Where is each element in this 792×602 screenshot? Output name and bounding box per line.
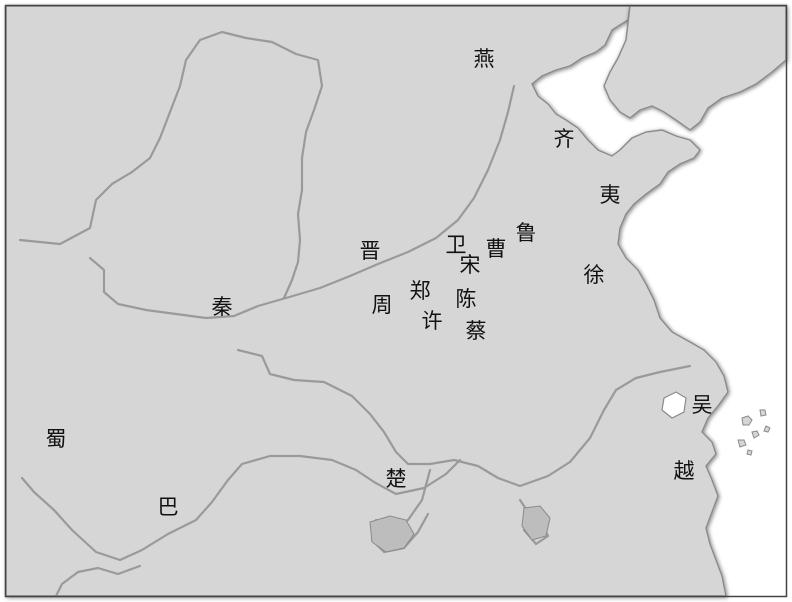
label-yan: 燕 bbox=[474, 47, 495, 71]
label-yi: 夷 bbox=[600, 183, 621, 207]
map-border bbox=[4, 4, 788, 598]
label-qi: 齐 bbox=[554, 127, 575, 151]
label-chu: 楚 bbox=[386, 467, 407, 491]
state-labels: 燕 齐 夷 鲁 晋 卫 曹 宋 郑 徐 秦 周 陈 许 蔡 吴 蜀 巴 楚 越 bbox=[46, 47, 713, 519]
lake-dongting bbox=[369, 515, 415, 553]
label-wei: 卫 bbox=[446, 233, 467, 257]
label-xu-state: 徐 bbox=[584, 263, 605, 287]
label-shu: 蜀 bbox=[46, 427, 67, 451]
label-cao: 曹 bbox=[486, 237, 507, 261]
label-song: 宋 bbox=[460, 253, 481, 277]
label-jin: 晋 bbox=[360, 239, 381, 263]
label-lu: 鲁 bbox=[516, 221, 537, 245]
label-cai: 蔡 bbox=[466, 319, 487, 343]
island-group bbox=[737, 409, 771, 456]
label-chen: 陈 bbox=[456, 287, 477, 311]
label-zhou: 周 bbox=[372, 293, 393, 317]
land-liaodong bbox=[603, 5, 787, 131]
label-qin: 秦 bbox=[212, 295, 233, 319]
lake-poyang bbox=[521, 505, 551, 541]
label-zheng: 郑 bbox=[410, 279, 431, 303]
land-mainland bbox=[5, 5, 729, 597]
lake-taihu bbox=[661, 391, 687, 419]
label-xu: 许 bbox=[422, 309, 443, 333]
river-network bbox=[18, 30, 692, 598]
label-ba: 巴 bbox=[158, 495, 179, 519]
label-wu: 吴 bbox=[692, 393, 713, 417]
label-yue: 越 bbox=[674, 459, 695, 483]
